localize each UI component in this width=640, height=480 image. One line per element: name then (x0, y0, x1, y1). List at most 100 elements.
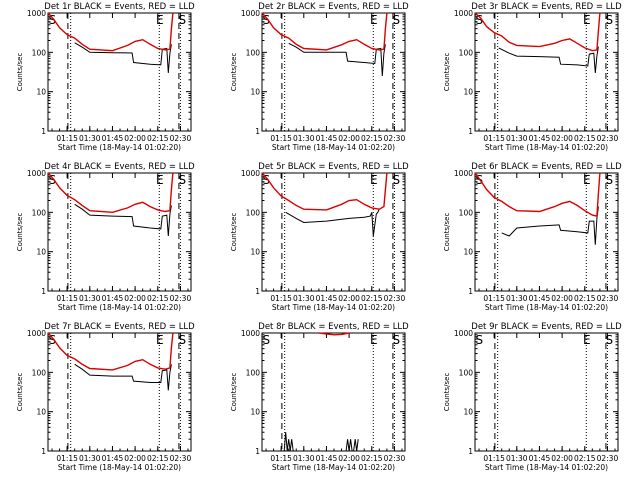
y-tick-label: 10 (250, 408, 260, 417)
start-marker: S (48, 13, 56, 27)
x-tick-label: 02:15 (574, 134, 596, 143)
events-rate-line (283, 432, 359, 452)
y-axis-label: Counts/sec (16, 373, 24, 412)
y-tick-label: 100 (32, 48, 47, 57)
x-tick-label: 01:30 (293, 134, 315, 143)
x-axis-label: Start Time (18-May-14 01:02:20) (272, 303, 395, 312)
events-rate-line (74, 363, 172, 391)
plot-frame (261, 172, 406, 292)
x-tick-label: 02:30 (384, 294, 406, 303)
x-tick-label: 02:30 (384, 454, 406, 463)
x-tick-label: 02:15 (574, 294, 596, 303)
x-tick-label: 01:45 (102, 294, 124, 303)
start-marker: S (178, 333, 186, 347)
panel-title: Det 4r BLACK = Events, RED = LLD (44, 162, 195, 172)
y-tick-label: 1 (255, 127, 260, 136)
x-tick-label: 01:15 (56, 454, 78, 463)
y-tick-label: 1000 (241, 169, 260, 178)
lld-rate-line (318, 332, 350, 336)
x-tick-label: 02:15 (147, 294, 169, 303)
events-rate-line (74, 42, 172, 73)
x-tick-label: 02:30 (170, 454, 192, 463)
y-tick-label: 1000 (454, 169, 473, 178)
y-axis-label: Counts/sec (230, 373, 238, 412)
x-tick-label: 02:15 (574, 454, 596, 463)
y-tick-label: 10 (36, 248, 46, 257)
y-axis-label: Counts/sec (16, 213, 24, 252)
y-tick-label: 1 (255, 447, 260, 456)
start-marker: S (262, 173, 270, 187)
events-rate-line (285, 208, 380, 237)
y-tick-label: 1 (41, 447, 46, 456)
end-marker: E (156, 333, 164, 347)
panel-det-6: Det 6r BLACK = Events, RED = LLD 1 10 100 10… (443, 162, 622, 312)
plot-frame (47, 332, 192, 452)
start-marker: S (475, 13, 483, 27)
panel-title: Det 8r BLACK = Events, RED = LLD (258, 322, 409, 332)
y-tick-label: 100 (459, 48, 474, 57)
end-marker: E (370, 13, 378, 27)
y-axis-label: Counts/sec (443, 53, 451, 92)
y-axis-label: Counts/sec (230, 53, 238, 92)
x-tick-label: 01:45 (316, 134, 338, 143)
end-marker: E (370, 333, 378, 347)
x-tick-label: 02:00 (551, 134, 573, 143)
end-marker: E (583, 13, 591, 27)
y-tick-label: 1000 (454, 329, 473, 338)
x-axis-label: Start Time (18-May-14 01:02:20) (272, 463, 395, 472)
end-marker: E (156, 13, 164, 27)
x-axis-label: Start Time (18-May-14 01:02:20) (485, 303, 608, 312)
start-marker: S (605, 333, 613, 347)
x-tick-label: 01:15 (56, 294, 78, 303)
start-marker: S (262, 13, 270, 27)
plot-frame (474, 332, 619, 452)
x-tick-label: 01:30 (79, 454, 101, 463)
panel-title: Det 9r BLACK = Events, RED = LLD (471, 322, 622, 332)
x-tick-label: 01:15 (270, 294, 292, 303)
lld-rate-line (47, 12, 174, 52)
y-axis-label: Counts/sec (230, 213, 238, 252)
lld-rate-line (261, 12, 388, 51)
x-tick-label: 01:15 (483, 134, 505, 143)
start-marker: S (392, 13, 400, 27)
lld-rate-line (474, 172, 601, 217)
y-tick-label: 100 (246, 208, 261, 217)
y-tick-label: 10 (463, 248, 473, 257)
panel-det-5: Det 5r BLACK = Events, RED = LLD 1 10 100 10… (230, 162, 409, 312)
panel-title: Det 3r BLACK = Events, RED = LLD (471, 2, 622, 12)
x-tick-label: 01:45 (529, 134, 551, 143)
x-tick-label: 01:45 (316, 294, 338, 303)
y-tick-label: 1000 (27, 329, 46, 338)
x-tick-label: 02:00 (338, 294, 360, 303)
plot-frame (47, 12, 192, 132)
x-tick-label: 01:30 (506, 454, 528, 463)
y-axis-label: Counts/sec (443, 373, 451, 412)
x-tick-label: 01:15 (56, 134, 78, 143)
x-tick-label: 02:00 (124, 294, 146, 303)
end-marker: E (156, 173, 164, 187)
x-tick-label: 01:45 (102, 134, 124, 143)
x-tick-label: 01:45 (102, 454, 124, 463)
x-axis-label: Start Time (18-May-14 01:02:20) (58, 463, 181, 472)
y-tick-label: 1 (41, 287, 46, 296)
x-tick-label: 02:30 (384, 134, 406, 143)
panel-title: Det 7r BLACK = Events, RED = LLD (44, 322, 195, 332)
y-tick-label: 10 (250, 248, 260, 257)
x-tick-label: 02:30 (170, 294, 192, 303)
x-tick-label: 02:00 (338, 454, 360, 463)
x-tick-label: 02:00 (338, 134, 360, 143)
panel-title: Det 1r BLACK = Events, RED = LLD (44, 2, 195, 12)
y-tick-label: 1 (41, 127, 46, 136)
panel-det-7: Det 7r BLACK = Events, RED = LLD 1 10 100 10… (16, 322, 195, 472)
start-marker: S (605, 13, 613, 27)
x-tick-label: 01:30 (506, 294, 528, 303)
x-tick-label: 02:00 (124, 134, 146, 143)
x-tick-label: 01:15 (270, 134, 292, 143)
x-axis-label: Start Time (18-May-14 01:02:20) (485, 463, 608, 472)
x-axis-label: Start Time (18-May-14 01:02:20) (485, 143, 608, 152)
x-tick-label: 02:15 (147, 454, 169, 463)
y-tick-label: 1000 (27, 169, 46, 178)
end-marker: E (370, 173, 378, 187)
panel-det-2: Det 2r BLACK = Events, RED = LLD 1 10 100 10… (230, 2, 409, 152)
